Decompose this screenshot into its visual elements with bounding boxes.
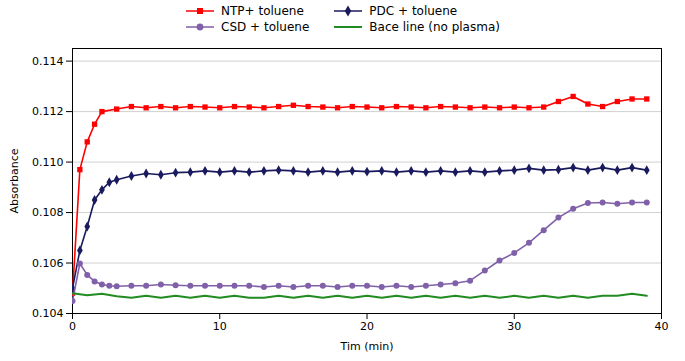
svg-text:0.104: 0.104: [32, 307, 64, 320]
svg-text:0.108: 0.108: [32, 206, 64, 219]
svg-text:30: 30: [507, 320, 521, 333]
html-text:CSD + toluene: CSD + toluene: [221, 20, 310, 34]
svg-text:Tim (min): Tim (min): [340, 340, 394, 353]
svg-text:10: 10: [213, 320, 227, 333]
svg-text:0: 0: [69, 320, 76, 333]
svg-text:0.106: 0.106: [32, 257, 64, 270]
svg-text:0.114: 0.114: [32, 55, 64, 68]
html-text:NTP+ toluene: NTP+ toluene: [221, 4, 304, 18]
html-text:PDC + toluene: PDC + toluene: [369, 4, 458, 18]
svg-text:20: 20: [360, 320, 374, 333]
svg-text:0.112: 0.112: [32, 105, 64, 118]
html-text:Bace line (no plasma): Bace line (no plasma): [369, 20, 500, 34]
svg-text:Absorbance: Absorbance: [8, 148, 21, 213]
svg-text:40: 40: [655, 320, 669, 333]
svg-text:0.110: 0.110: [32, 156, 64, 169]
